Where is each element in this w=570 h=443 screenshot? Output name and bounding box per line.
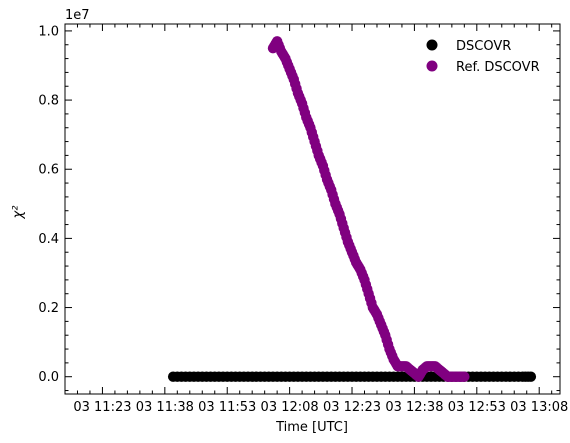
data-points	[167, 36, 537, 382]
y-axis-label: χ²	[11, 206, 26, 220]
plot-frame	[64, 23, 561, 395]
y-tick-label: 0.4	[38, 232, 59, 247]
legend-label-ref-dscovr: Ref. DSCOVR	[456, 60, 540, 75]
legend-marker-dscovr	[426, 39, 438, 51]
y-tick-label: 0.2	[38, 301, 59, 316]
x-tick-label: 03 11:53	[198, 400, 256, 415]
x-tick-label: 03 12:38	[385, 400, 443, 415]
y-tick-label: 1.0	[38, 24, 59, 39]
legend-marker-ref-dscovr	[426, 60, 438, 72]
tick-labels: 0.0 0.2 0.4 0.6 0.8 1.0 03 11:23 03 11:38 03 11:…	[38, 24, 568, 415]
x-tick-label: 03 11:38	[136, 400, 194, 415]
y-offset-label: 1e7	[65, 8, 90, 23]
dscovr-point	[525, 371, 537, 382]
y-tick-label: 0.6	[38, 163, 59, 178]
x-tick-label: 03 12:23	[323, 400, 381, 415]
y-tick-label: 0.8	[38, 94, 59, 109]
x-tick-label: 03 12:53	[448, 400, 506, 415]
legend: DSCOVR Ref. DSCOVR	[426, 39, 540, 75]
ref-dscovr-point	[459, 371, 470, 382]
x-axis-label: Time [UTC]	[275, 420, 348, 435]
y-tick-label: 0.0	[38, 370, 59, 385]
x-tick-label: 03 11:23	[73, 400, 131, 415]
legend-label-dscovr: DSCOVR	[456, 39, 511, 54]
x-tick-label: 03 12:08	[261, 400, 319, 415]
x-tick-label: 03 13:08	[510, 400, 568, 415]
axis-ticks	[65, 24, 560, 394]
